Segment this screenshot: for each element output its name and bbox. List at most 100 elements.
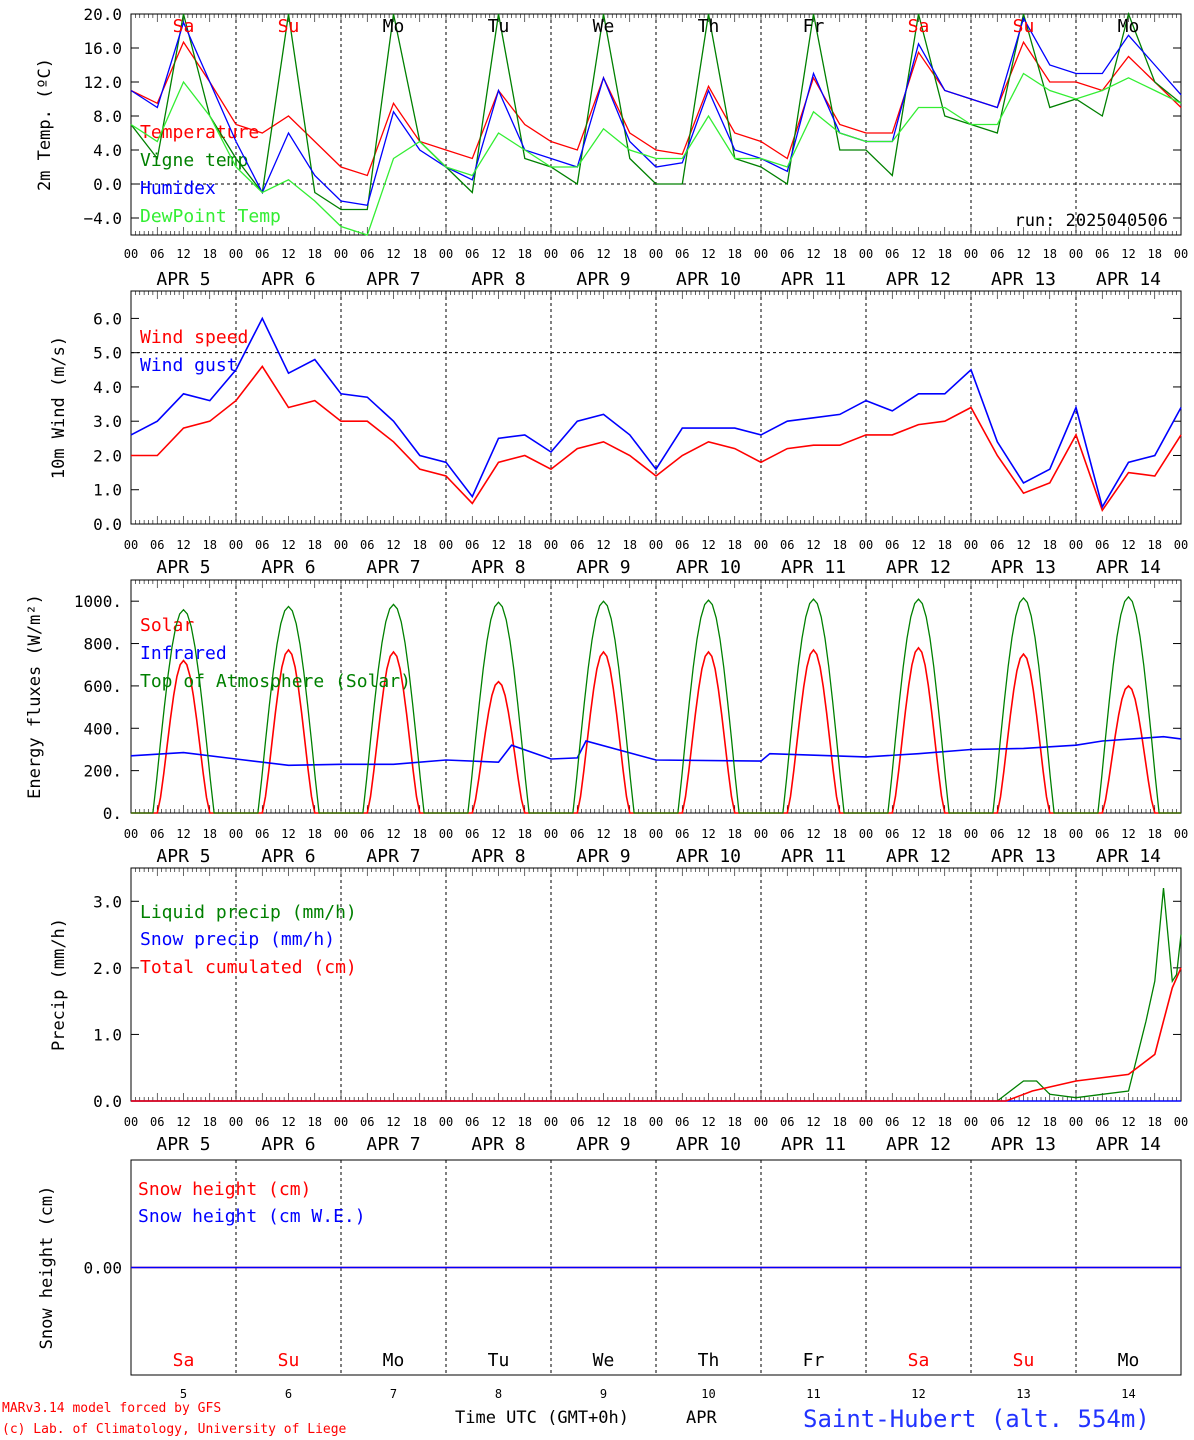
- date-label: APR 13: [991, 1134, 1056, 1155]
- hour-label: 18: [938, 247, 952, 261]
- hour-label: 06: [255, 538, 269, 552]
- hour-label: 12: [911, 827, 925, 841]
- legend-entry: Vigne temp: [140, 150, 248, 171]
- hour-label: 12: [1121, 827, 1135, 841]
- hour-label: 12: [491, 1115, 505, 1129]
- chart-panel-1: −4.00.04.08.012.016.020.02m Temp. (ºC) Te…: [35, 5, 1188, 290]
- hour-label: 06: [570, 247, 584, 261]
- hour-label: 00: [544, 827, 558, 841]
- y-tick-label: 1000.: [74, 592, 122, 611]
- hour-label: 00: [544, 538, 558, 552]
- y-tick-label: 0.0: [93, 175, 122, 194]
- hour-label: 00: [1069, 538, 1083, 552]
- hour-label: 00: [859, 538, 873, 552]
- hour-label: 06: [990, 1115, 1004, 1129]
- hour-label: 18: [1043, 247, 1057, 261]
- hour-label: 12: [386, 247, 400, 261]
- y-tick-label: 0.00: [83, 1259, 122, 1278]
- hour-label: 06: [360, 538, 374, 552]
- hour-label: 06: [885, 1115, 899, 1129]
- hour-label: 06: [150, 827, 164, 841]
- hour-label: 12: [701, 827, 715, 841]
- hour-label: 12: [1121, 1115, 1135, 1129]
- hour-label: 18: [413, 827, 427, 841]
- date-label: APR 10: [676, 557, 741, 578]
- day-name: Fr: [803, 16, 825, 37]
- hour-label: 00: [754, 1115, 768, 1129]
- hour-label: 18: [728, 538, 742, 552]
- date-label: APR 6: [261, 557, 315, 578]
- hour-label: 18: [1043, 538, 1057, 552]
- date-label: APR 10: [676, 1134, 741, 1155]
- date-label: APR 12: [886, 1134, 951, 1155]
- hour-label: 12: [596, 247, 610, 261]
- day-number: 13: [1016, 1387, 1030, 1401]
- hour-label: 12: [176, 247, 190, 261]
- hour-label: 00: [439, 247, 453, 261]
- y-tick-label: 4.0: [93, 378, 122, 397]
- day-name: Tu: [488, 16, 510, 37]
- hour-label: 00: [859, 1115, 873, 1129]
- hour-label: 12: [806, 538, 820, 552]
- chart-panel-3: 0. 200. 400. 600. 800. 1000. Energy fluxes (W/…: [25, 579, 1188, 867]
- month-label: APR: [686, 1408, 717, 1428]
- hour-label: 12: [596, 1115, 610, 1129]
- date-label: APR 8: [471, 846, 525, 867]
- hour-label: 06: [255, 827, 269, 841]
- hour-label: 12: [1121, 247, 1135, 261]
- hour-label: 00: [439, 1115, 453, 1129]
- hour-label: 12: [176, 538, 190, 552]
- hour-label: 12: [911, 247, 925, 261]
- date-label: APR 11: [781, 846, 846, 867]
- date-label: APR 9: [576, 269, 630, 290]
- legend-entry: Infrared: [140, 643, 227, 664]
- date-label: APR 14: [1096, 269, 1161, 290]
- hour-label: 18: [308, 1115, 322, 1129]
- series-line-infrared: [130, 735, 1182, 767]
- date-label: APR 13: [991, 557, 1056, 578]
- hour-label: 00: [334, 247, 348, 261]
- model-credit-line2: (c) Lab. of Climatology, University of L…: [2, 1422, 347, 1437]
- hour-label: 18: [308, 538, 322, 552]
- hour-label: 12: [911, 538, 925, 552]
- date-label: APR 12: [886, 846, 951, 867]
- hour-label: 00: [124, 247, 138, 261]
- series-line-dewpoint-temp: [130, 72, 1182, 236]
- date-label: APR 6: [261, 269, 315, 290]
- hour-label: 00: [859, 827, 873, 841]
- hour-label: 12: [281, 538, 295, 552]
- legend-entry: Top of Atmosphere (Solar): [140, 671, 411, 692]
- hour-label: 12: [281, 1115, 295, 1129]
- day-name: Mo: [1118, 16, 1140, 37]
- day-name: Sa: [173, 1350, 195, 1371]
- day-name: Su: [278, 16, 300, 37]
- hour-label: 00: [544, 247, 558, 261]
- hour-label: 06: [990, 827, 1004, 841]
- date-label: APR 7: [366, 557, 420, 578]
- legend-entry: Total cumulated (cm): [140, 957, 357, 978]
- date-label: APR 6: [261, 1134, 315, 1155]
- hour-label: 12: [176, 1115, 190, 1129]
- hour-label: 06: [1095, 247, 1109, 261]
- hour-label: 06: [570, 538, 584, 552]
- date-label: APR 12: [886, 269, 951, 290]
- chart-panel-2: 0.0 1.0 2.0 3.0 4.0 5.0 6.0 10m Wind (m/s) Wind …: [49, 290, 1188, 578]
- day-name: We: [593, 1350, 615, 1371]
- hour-label: 00: [229, 538, 243, 552]
- hour-label: 06: [150, 538, 164, 552]
- date-label: APR 9: [576, 846, 630, 867]
- series-line-humidex: [130, 16, 1182, 207]
- hour-label: 06: [780, 1115, 794, 1129]
- hour-label: 00: [334, 1115, 348, 1129]
- hour-label: 18: [833, 1115, 847, 1129]
- hour-label: 00: [754, 538, 768, 552]
- legend-entry: Solar: [140, 615, 194, 636]
- date-label: APR 9: [576, 557, 630, 578]
- hour-label: 12: [281, 827, 295, 841]
- hour-label: 00: [754, 827, 768, 841]
- day-number: 11: [806, 1387, 820, 1401]
- hour-label: 12: [806, 827, 820, 841]
- hour-label: 18: [938, 538, 952, 552]
- hour-label: 12: [1121, 538, 1135, 552]
- chart-panel-4: 0.0 1.0 2.0 3.0 Precip (mm/h) Liquid precip (…: [49, 867, 1188, 1155]
